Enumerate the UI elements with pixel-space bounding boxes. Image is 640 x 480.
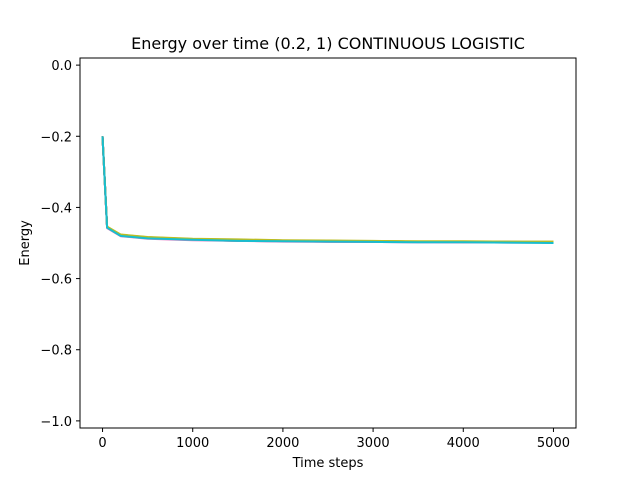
y-tick-label: −1.0	[40, 415, 72, 430]
x-tick-label: 2000	[266, 436, 299, 451]
y-tick-label: −0.6	[40, 273, 72, 288]
y-axis-label: Energy	[18, 220, 33, 266]
y-axis: 0.0 −0.2 −0.4 −0.6 −0.8 −1.0	[40, 59, 80, 430]
x-axis-label: Time steps	[292, 456, 364, 471]
y-tick-label: 0.0	[51, 59, 72, 74]
x-axis: 0 1000 2000 3000 4000 5000	[98, 428, 570, 451]
y-tick-label: −0.4	[40, 201, 72, 216]
plot-frame	[79, 57, 577, 429]
x-tick-label: 3000	[357, 436, 390, 451]
series-layer	[101, 136, 554, 244]
x-tick-label: 4000	[447, 436, 480, 451]
chart-title: Energy over time (0.2, 1) CONTINUOUS LOG…	[131, 34, 525, 53]
x-tick-label: 1000	[176, 436, 209, 451]
y-tick-label: −0.8	[40, 344, 72, 359]
x-tick-label: 0	[98, 436, 106, 451]
x-tick-label: 5000	[537, 436, 570, 451]
y-tick-label: −0.2	[40, 130, 72, 145]
series-line-10	[101, 136, 554, 244]
